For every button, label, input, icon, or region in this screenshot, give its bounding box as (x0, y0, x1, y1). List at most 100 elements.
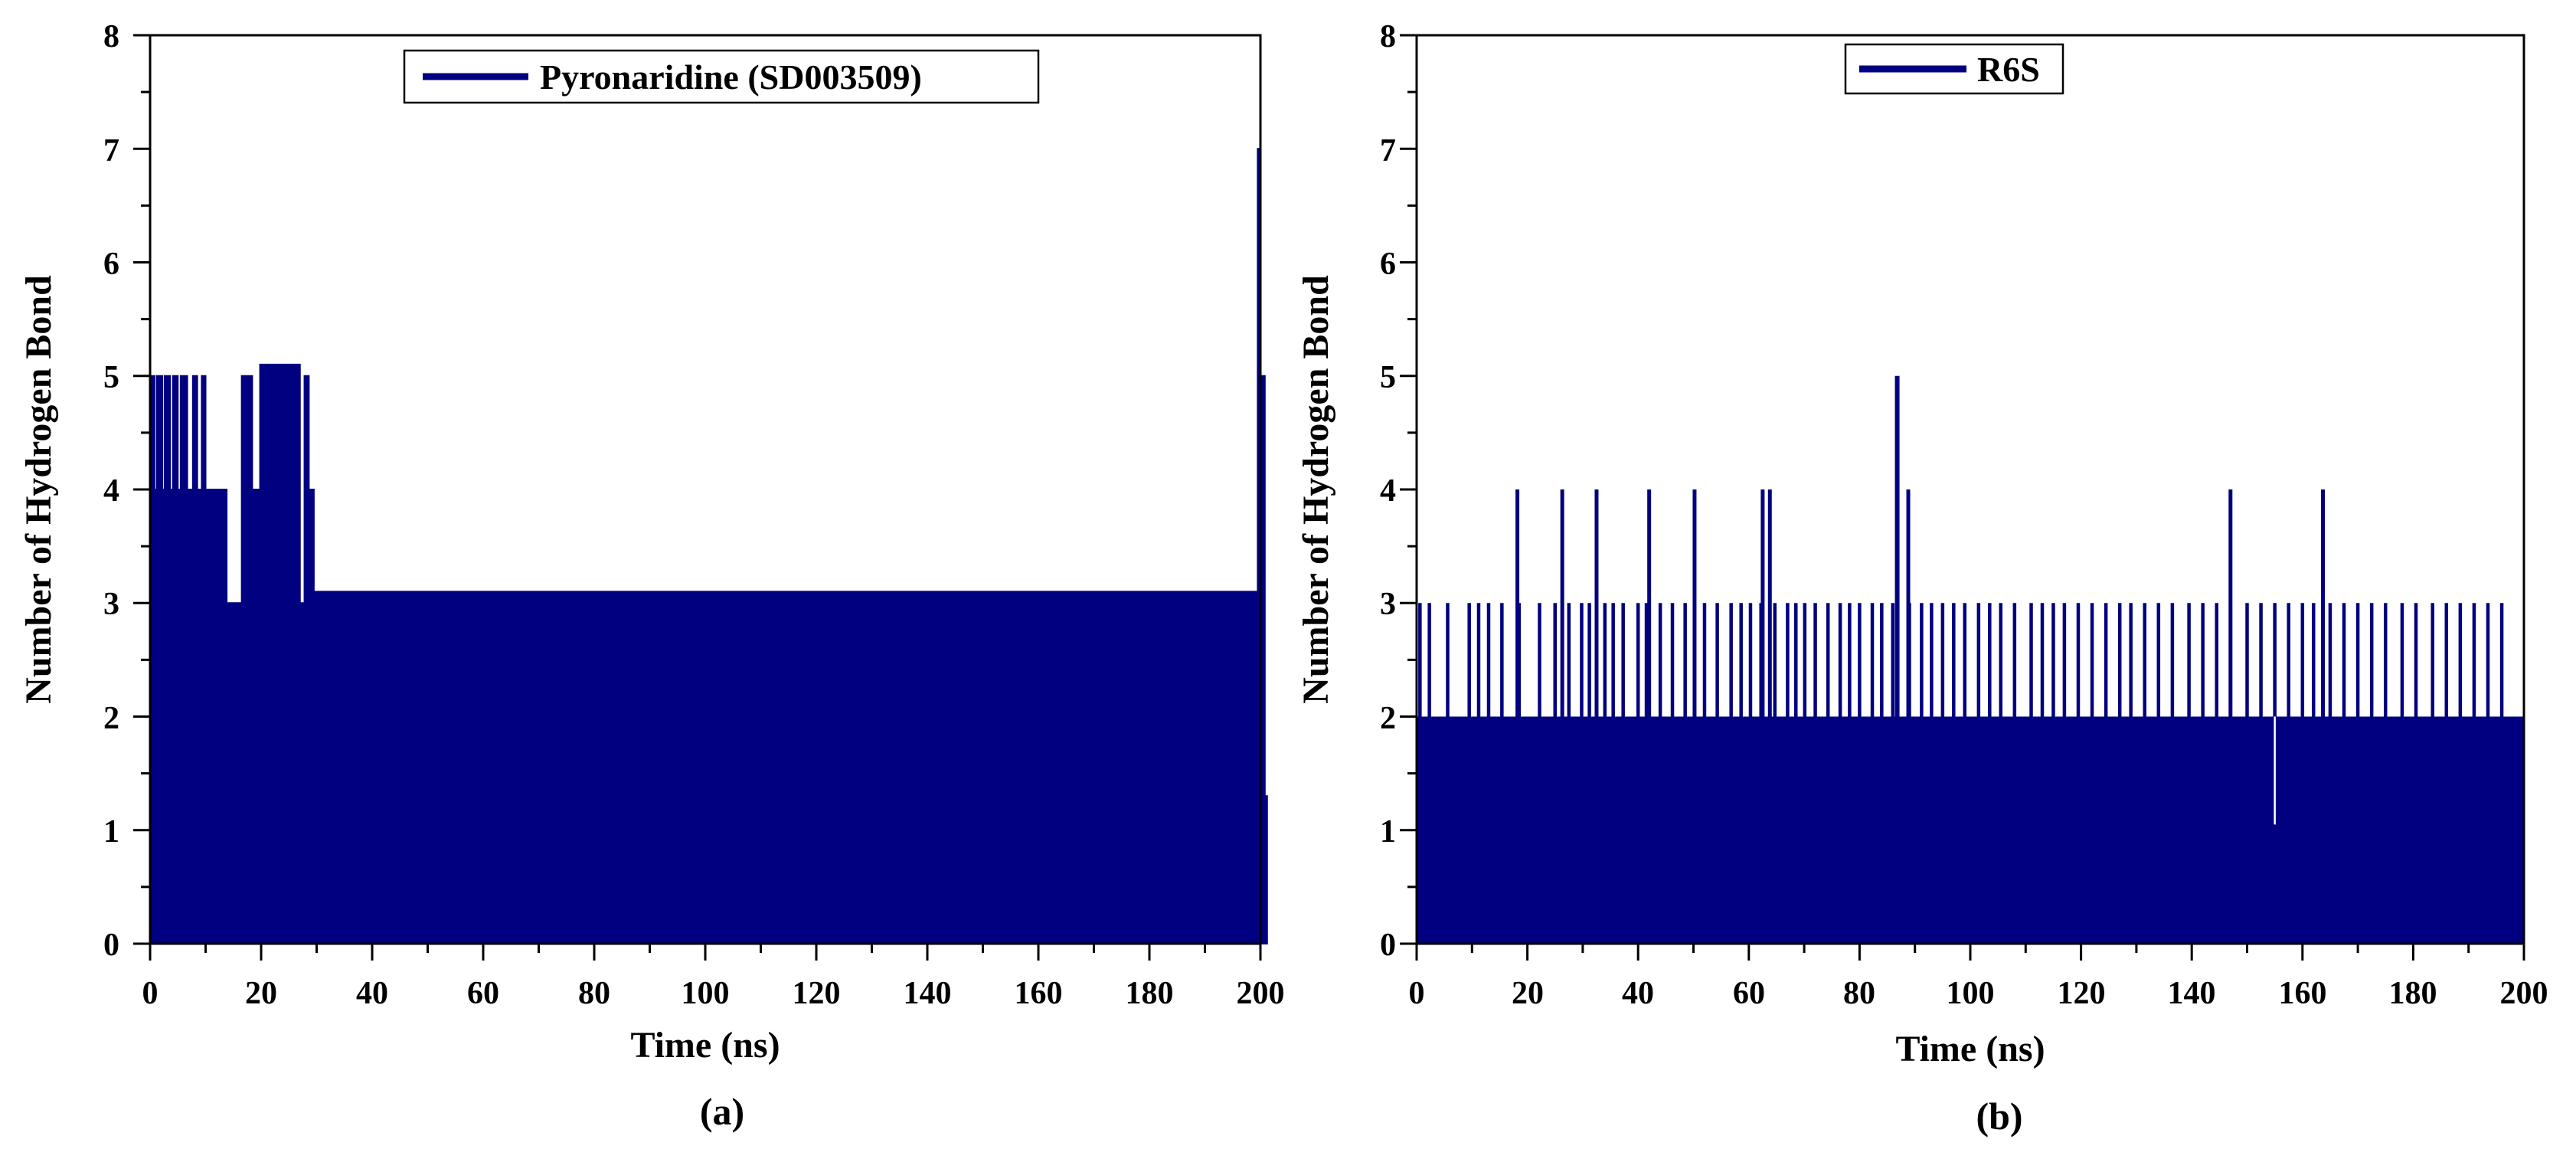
legend: R6S (1844, 43, 2064, 95)
series-spike (2040, 603, 2045, 718)
series-spike (2414, 603, 2418, 718)
series-spike (2400, 603, 2404, 718)
series-spike (1446, 603, 1450, 718)
series-spike (1538, 603, 1541, 718)
series-spike (1940, 603, 1945, 718)
series-spike (2312, 603, 2316, 718)
series-spike (1976, 603, 1981, 718)
y-tick-label: 3 (103, 587, 119, 622)
series-spike (1476, 603, 1481, 718)
series-spike (1999, 603, 2003, 718)
series-spike (2472, 603, 2476, 718)
y-tick-label: 5 (103, 360, 119, 395)
series-spike (2444, 603, 2449, 718)
series-fill (1417, 716, 2524, 944)
x-tick-label: 20 (1512, 976, 1544, 1011)
panel-label: (b) (1976, 1095, 2022, 1137)
y-tick-label: 8 (103, 19, 119, 54)
x-tick-label: 120 (2058, 976, 2106, 1011)
series-spike (1553, 603, 1557, 718)
series-spike (1515, 489, 1520, 718)
x-tick-label: 180 (2389, 976, 2437, 1011)
series-spike (1658, 603, 1662, 718)
series-spike (1870, 603, 1875, 718)
chart-panel-b: 0 1 2 3 4 5 6 7 8 0 20 40 60 80 100 120 … (1296, 19, 2548, 1137)
series-spike (1418, 603, 1422, 718)
y-tick-label: 0 (1380, 928, 1396, 963)
x-tick-label: 180 (1126, 976, 1174, 1011)
y-tick-label: 0 (103, 928, 119, 963)
x-tick-label: 160 (2279, 976, 2327, 1011)
series-spike (2431, 603, 2434, 718)
series-spike (2499, 603, 2504, 718)
y-tick-label: 4 (103, 473, 119, 509)
series-spike (2090, 603, 2094, 718)
series-spike (2117, 603, 2122, 718)
x-axis-label: Time (ns) (1895, 1029, 2045, 1069)
series-spike (1813, 603, 1817, 718)
y-tick-label: 2 (1380, 701, 1396, 736)
series-spike (1826, 603, 1830, 718)
series-spike (1486, 603, 1491, 718)
series-spike (2486, 603, 2490, 718)
series-spike (1636, 603, 1640, 718)
series-spike (2129, 603, 2133, 718)
series-spike (1767, 489, 1772, 718)
y-axis-label: Number of Hydrogen Bond (1296, 275, 1336, 704)
series-spike (2215, 603, 2218, 718)
y-tick-label: 4 (1380, 473, 1396, 509)
series-spike (1891, 603, 1895, 718)
y-tick-label: 6 (103, 247, 119, 282)
series-fill (149, 148, 1268, 944)
series-spike (1567, 603, 1571, 718)
series-spike (2321, 489, 2326, 718)
series-spike (2342, 603, 2346, 718)
x-tick-label: 40 (356, 976, 388, 1011)
series-spike (1748, 603, 1753, 718)
x-tick-label: 200 (1237, 976, 1285, 1011)
x-tick-label: 0 (1409, 976, 1425, 1011)
y-tick-label: 3 (1380, 587, 1396, 622)
series-spike (1803, 603, 1807, 718)
axis-ticks (133, 34, 1262, 961)
series-spike (2062, 603, 2067, 718)
series-area (1417, 375, 2524, 944)
series-spike (2187, 603, 2191, 718)
series-spike (1500, 603, 1504, 718)
series-spike (1894, 375, 1900, 718)
x-tick-label: 60 (1733, 976, 1765, 1011)
chart-panel-a: 0 1 2 3 4 5 6 7 8 0 20 40 60 80 100 120 … (18, 19, 1285, 1133)
series-spike (1963, 603, 1967, 718)
x-tick-label: 80 (578, 976, 610, 1011)
x-tick-label: 140 (904, 976, 952, 1011)
x-tick-label: 20 (245, 976, 277, 1011)
series-spike (1692, 489, 1697, 718)
x-tick-label: 100 (682, 976, 730, 1011)
series-spike (2104, 603, 2108, 718)
series-spike (1880, 603, 1884, 718)
series-spike (1858, 603, 1862, 718)
series-spike (1838, 603, 1842, 718)
series-spike (1930, 603, 1934, 718)
series-spike (2029, 603, 2033, 718)
series-spike (2245, 603, 2249, 718)
legend-label: Pyronaridine (SD003509) (540, 57, 922, 97)
x-tick-label: 140 (2168, 976, 2216, 1011)
series-spike (1611, 603, 1615, 718)
series-spike (2228, 489, 2233, 718)
series-spike (1848, 603, 1852, 718)
series-spike (1683, 603, 1687, 718)
y-tick-label: 1 (1380, 814, 1396, 849)
y-tick-label: 6 (1380, 247, 1396, 282)
series-spike (2273, 603, 2277, 718)
x-tick-label: 40 (1622, 976, 1654, 1011)
series-spike (2355, 603, 2360, 718)
x-tick-label: 200 (2500, 976, 2548, 1011)
series-spike (2201, 603, 2205, 718)
y-tick-label: 2 (103, 701, 119, 736)
legend: Pyronaridine (SD003509) (403, 49, 1040, 104)
series-spike (1603, 603, 1607, 718)
series-spike (2328, 603, 2332, 718)
series-spike (2287, 603, 2290, 718)
